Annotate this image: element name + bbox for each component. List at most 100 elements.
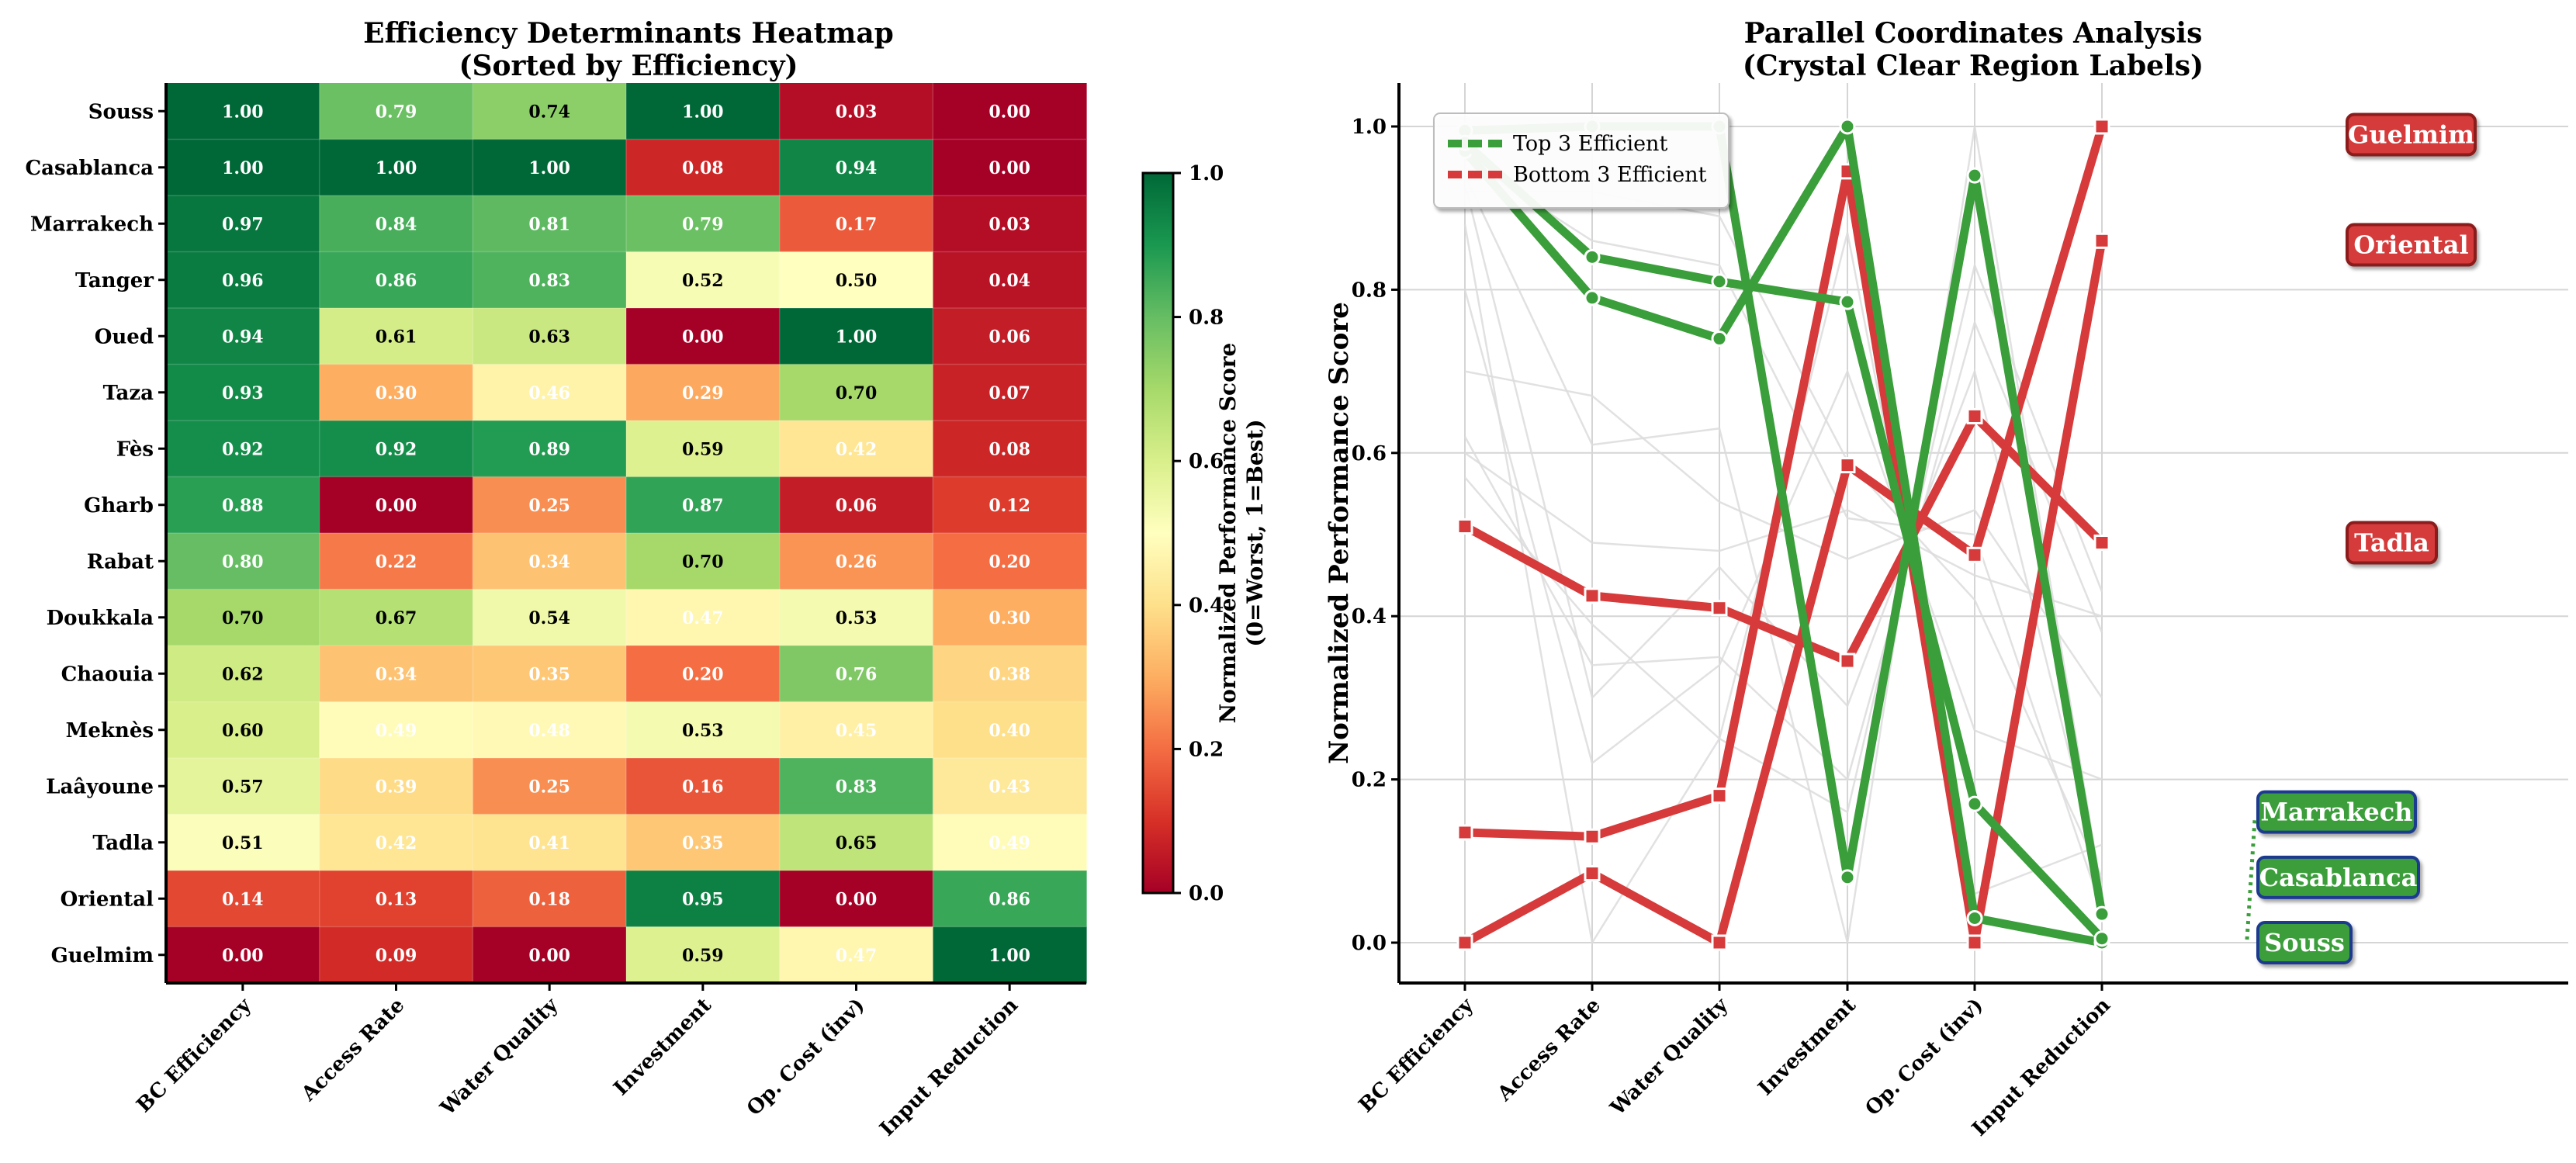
heatmap-cell-value: 0.14: [222, 889, 264, 909]
heatmap-axes: [164, 83, 1086, 985]
parallel-y-tick-label: 0.0: [1352, 932, 1387, 955]
bottom-marker-oriental: [1456, 824, 1473, 841]
heatmap-cell-doukkala-access-rate: [319, 589, 473, 646]
heatmap-cell-value: 0.65: [836, 833, 878, 853]
heatmap-cell-marrakech-access-rate: [319, 196, 473, 253]
heatmap-cell-value: 0.48: [528, 721, 570, 741]
heatmap-cell-value: 0.79: [376, 102, 417, 122]
top-marker-casablanca: [2093, 905, 2110, 922]
heatmap-column-label-op-cost-inv: Op. Cost (inv): [743, 994, 869, 1120]
heatmap-cell-gharb-input-reduction: [933, 476, 1087, 534]
colorbar-tick-label: 0.0: [1189, 882, 1224, 905]
heatmap-cell-souss-op-cost-inv: [779, 83, 933, 140]
bottom-marker-tadla: [2093, 535, 2110, 552]
colorbar-gradient: [1141, 171, 1175, 895]
heatmap-cell-value: 0.35: [682, 833, 724, 853]
region-label-casablanca: Casablanca: [2259, 863, 2418, 892]
heatmap-cell-taza-input-reduction: [933, 364, 1087, 421]
heatmap-cell-taza-access-rate: [319, 364, 473, 421]
bottom-marker-tadla: [1456, 517, 1473, 535]
legend-frame: [1433, 112, 1729, 209]
heatmap-cell-value: 0.52: [682, 271, 724, 291]
heatmap-cell-oriental-op-cost-inv: [779, 871, 933, 928]
heatmap-cell-value: 0.61: [376, 327, 417, 347]
heatmap-cell-meknes-access-rate: [319, 701, 473, 759]
heatmap-cell-chaouia-bc-efficiency: [166, 646, 320, 703]
heatmap-cell-oriental-investment: [626, 871, 781, 928]
colorbar-ticks: 0.0 0.2 0.4 0.6 0.8 1.0: [1173, 162, 1224, 905]
heatmap-cell-guelmim-bc-efficiency: [166, 926, 320, 984]
heatmap-cell-value: 0.94: [836, 158, 878, 178]
heatmap-cell-value: 1.00: [836, 327, 878, 347]
top-line-marrakech: [1460, 138, 2107, 943]
bottom-marker-oriental: [1584, 828, 1601, 845]
heatmap-cell-value: 0.84: [376, 214, 417, 234]
heatmap-cell-value: 0.74: [528, 102, 570, 122]
heatmap-row-label-tanger: Tanger: [75, 269, 154, 292]
heatmap-cell-value: 0.09: [376, 946, 417, 966]
heatmap-cell-guelmim-input-reduction: [933, 926, 1087, 984]
heatmap-cell-guelmim-access-rate: [319, 926, 473, 984]
heatmap-cell-gharb-access-rate: [319, 476, 473, 534]
top-marker-souss: [1839, 118, 1856, 135]
heatmap-cell-oued-water-quality: [473, 308, 627, 365]
heatmap-row-label-doukkala: Doukkala: [47, 607, 154, 630]
heatmap-row-label-oriental: Oriental: [61, 888, 154, 911]
heatmap-cell-fes-bc-efficiency: [166, 421, 320, 478]
heatmap-cell-rabat-bc-efficiency: [166, 533, 320, 590]
heatmap-cell-value: 1.00: [222, 158, 264, 178]
parallel-y-tick-label: 1.0: [1352, 116, 1387, 139]
heatmap-cell-value: 0.49: [376, 721, 417, 741]
heatmap-cell-value: 0.00: [222, 946, 264, 966]
heatmap-cell-value: 0.59: [682, 439, 724, 459]
colorbar-tick-label: 0.8: [1189, 306, 1224, 330]
colorbar-tick-label: 0.6: [1189, 450, 1224, 473]
bottom-marker-tadla: [1584, 587, 1601, 604]
heatmap-cell-value: 0.43: [989, 777, 1030, 797]
heatmap-cell-marrakech-bc-efficiency: [166, 196, 320, 253]
heatmap-cell-value: 0.18: [528, 889, 570, 909]
heatmap-cell-doukkala-input-reduction: [933, 589, 1087, 646]
legend-bottom-label: Bottom 3 Efficient: [1513, 163, 1707, 187]
region-label-marrakech: Marrakech: [2261, 798, 2413, 827]
heatmap-cell-casablanca-input-reduction: [933, 139, 1087, 196]
colorbar: 0.0 0.2 0.4 0.6 0.8 1.0 Normalized Performanc…: [1141, 162, 1268, 905]
heatmap-cell-casablanca-bc-efficiency: [166, 139, 320, 196]
colorbar-tick-label: 1.0: [1189, 162, 1224, 185]
heatmap-cell-value: 0.06: [989, 327, 1030, 347]
heatmap-cell-taza-bc-efficiency: [166, 364, 320, 421]
heatmap-cell-value: 0.47: [836, 946, 878, 966]
top-marker-marrakech: [1966, 795, 1983, 812]
heatmap-cell-value: 0.00: [989, 158, 1030, 178]
heatmap-cell-oued-access-rate: [319, 308, 473, 365]
heatmap-cell-laayoune-water-quality: [473, 758, 627, 815]
top-marker-souss: [1711, 331, 1728, 348]
heatmap-cell-value: 0.20: [682, 664, 724, 684]
heatmap-cell-doukkala-investment: [626, 589, 781, 646]
heatmap-row-labels: Souss Casablanca Marrakech Tanger Oued Taza Fè…: [25, 100, 166, 967]
heatmap-cell-value: 0.49: [989, 833, 1030, 853]
heatmap-cell-rabat-water-quality: [473, 533, 627, 590]
parallel-y-tick-label: 0.8: [1352, 279, 1387, 302]
background-line-tanger: [1464, 158, 2103, 911]
bottom-marker-guelmim: [1839, 457, 1856, 474]
region-label-box-casablanca: [2256, 855, 2420, 899]
heatmap-cell-value: 0.93: [222, 383, 264, 403]
heatmap-cell-value: 0.79: [682, 214, 724, 234]
heatmap-cell-value: 0.29: [682, 383, 724, 403]
heatmap-cell-value: 0.25: [528, 777, 570, 797]
heatmap-row-label-laayoune: Laâyoune: [46, 775, 154, 798]
region-label-oriental: Oriental: [2353, 230, 2468, 260]
heatmap-cell-gharb-op-cost-inv: [779, 476, 933, 534]
heatmap-cell-value: 0.08: [682, 158, 724, 178]
background-line-meknes: [1464, 452, 2103, 618]
region-label-souss: Souss: [2264, 928, 2345, 957]
heatmap-cell-value: 0.92: [222, 439, 264, 459]
bottom-marker-oriental: [2093, 232, 2110, 249]
heatmap-cell-value: 0.25: [528, 496, 570, 516]
heatmap-cell-fes-op-cost-inv: [779, 421, 933, 478]
bottom-marker-tadla: [1711, 600, 1728, 617]
heatmap-cell-guelmim-op-cost-inv: [779, 926, 933, 984]
heatmap-cell-gharb-bc-efficiency: [166, 476, 320, 534]
